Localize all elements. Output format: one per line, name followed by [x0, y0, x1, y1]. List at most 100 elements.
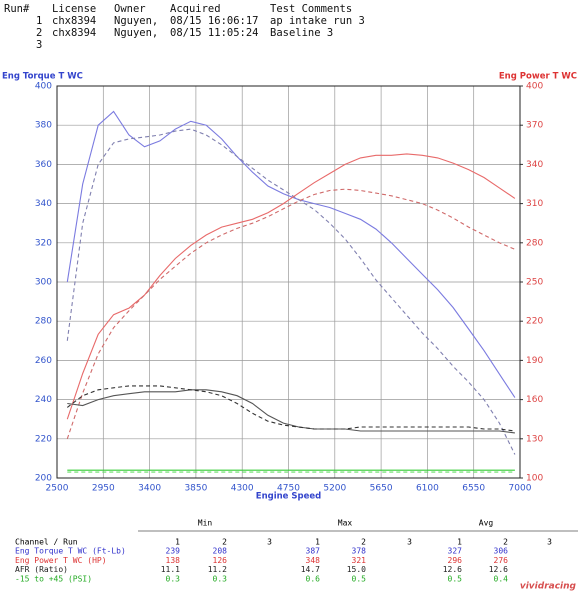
plot-border	[56, 85, 521, 479]
y-tick-label: 220	[35, 434, 52, 444]
y-tick-label: 320	[35, 238, 52, 248]
y-tick-label: 240	[35, 395, 52, 405]
stat-value: 14.7	[301, 565, 320, 574]
header-cell: 3	[36, 39, 42, 51]
y2-tick-label: 220	[526, 317, 543, 327]
header-cell: ap intake run 3	[270, 15, 365, 27]
header-cell: Baseline 3	[270, 27, 333, 39]
run-header: 2	[503, 538, 508, 547]
x-tick-label: 6100	[416, 484, 439, 494]
header-column: License	[52, 3, 96, 15]
y-tick-label: 200	[35, 474, 52, 484]
stat-value: 348	[306, 556, 321, 565]
x-tick-label: 2950	[92, 484, 115, 494]
stat-value: 239	[166, 547, 181, 556]
y2-axis-label: Eng Power T WC	[499, 72, 577, 82]
stat-value: 321	[352, 556, 367, 565]
y-tick-label: 260	[35, 356, 52, 366]
header-cell: 1	[36, 15, 42, 27]
series-line	[66, 128, 516, 455]
y-tick-label: 400	[35, 82, 52, 92]
header-column: Run#	[4, 3, 30, 15]
x-tick-label: 3850	[184, 484, 207, 494]
y-tick-label: 280	[35, 317, 52, 327]
y2-tick-label: 400	[526, 82, 543, 92]
y-tick-label: 300	[35, 278, 52, 288]
x-tick-label: 6550	[462, 484, 485, 494]
y2-tick-label: 250	[526, 278, 543, 288]
y2-tick-label: 340	[526, 160, 543, 170]
stat-value: 0.4	[494, 574, 509, 583]
y2-tick-label: 160	[526, 395, 543, 405]
y2-tick-label: 100	[526, 474, 543, 484]
stat-value: 15.0	[347, 565, 366, 574]
header-cell: 08/15 11:05:24	[170, 27, 259, 39]
stat-value: 0.3	[213, 574, 228, 583]
stat-value: 0.6	[306, 574, 321, 583]
stat-value: 387	[306, 547, 321, 556]
stat-value: 0.5	[352, 574, 367, 583]
header-cell: 08/15 16:06:17	[170, 15, 259, 27]
row-name: Eng Power T WC (HP)	[15, 556, 107, 565]
series-line	[66, 110, 516, 398]
stat-value: 306	[494, 547, 509, 556]
stat-value: 11.2	[208, 565, 227, 574]
run-header: 1	[315, 538, 320, 547]
y2-tick-label: 130	[526, 434, 543, 444]
header-column: Test Comments	[270, 3, 352, 15]
stat-value: 12.6	[489, 565, 508, 574]
header-cell: Nguyen,	[114, 15, 158, 27]
run-header: 2	[222, 538, 227, 547]
stat-value: 126	[213, 556, 228, 565]
run-header: 1	[457, 538, 462, 547]
y-axis-label: Eng Torque T WC	[2, 72, 83, 82]
corner-label: Channel / Run	[15, 538, 78, 547]
y2-tick-label: 190	[526, 356, 543, 366]
x-tick-label: 5650	[370, 484, 393, 494]
run-header: 3	[407, 538, 412, 547]
x-tick-label: 2500	[46, 484, 69, 494]
run-header: 3	[547, 538, 552, 547]
stat-value: 12.6	[443, 565, 462, 574]
row-name: AFR (Ratio)	[15, 565, 68, 574]
y2-tick-label: 370	[526, 121, 543, 131]
header-cell: chx8394	[52, 27, 96, 39]
y-tick-label: 380	[35, 121, 52, 131]
series-line	[66, 188, 516, 439]
y-tick-label: 360	[35, 160, 52, 170]
stat-value: 276	[494, 556, 509, 565]
y2-tick-label: 280	[526, 238, 543, 248]
x-tick-label: 4300	[231, 484, 254, 494]
stat-value: 138	[166, 556, 181, 565]
x-tick-label: 5200	[323, 484, 346, 494]
stat-value: 11.1	[161, 565, 180, 574]
stat-value: 327	[448, 547, 463, 556]
stat-value: 296	[448, 556, 463, 565]
run-header: 2	[361, 538, 366, 547]
y-tick-label: 340	[35, 199, 52, 209]
x-tick-label: 7000	[509, 484, 532, 494]
run-header: 3	[267, 538, 272, 547]
x-tick-label: 3400	[138, 484, 161, 494]
stat-value: 0.3	[166, 574, 181, 583]
group-header: Avg	[479, 519, 494, 528]
header-cell: 2	[36, 27, 42, 39]
group-header: Min	[198, 519, 213, 528]
header-column: Acquired	[170, 3, 221, 15]
x-tick-label: 4750	[277, 484, 300, 494]
watermark: vividracing	[520, 582, 577, 592]
run-header: 1	[175, 538, 180, 547]
header-cell: chx8394	[52, 15, 96, 27]
group-header: Max	[338, 519, 353, 528]
header-cell: Nguyen,	[114, 27, 158, 39]
stat-value: 208	[213, 547, 228, 556]
series-line	[66, 385, 515, 432]
y2-tick-label: 310	[526, 199, 543, 209]
series-line	[67, 389, 515, 434]
stat-value: 0.5	[448, 574, 463, 583]
x-axis-label: Engine Speed	[256, 492, 321, 502]
stat-value: 378	[352, 547, 367, 556]
header-column: Owner	[114, 3, 146, 15]
row-name: Eng Torque T WC (Ft-Lb)	[15, 547, 126, 556]
